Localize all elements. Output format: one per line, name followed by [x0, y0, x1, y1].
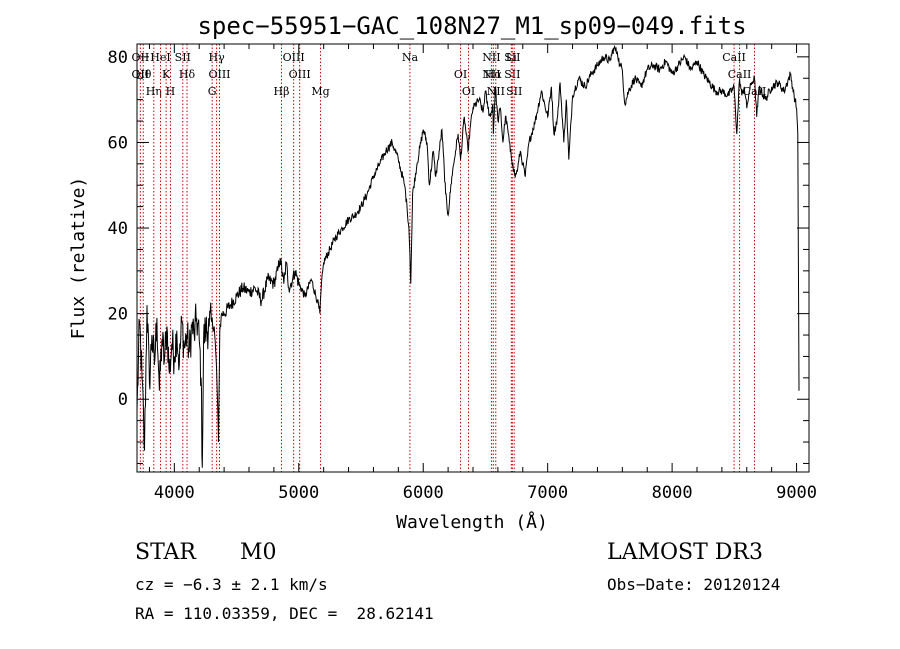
line-marker-label: Hβ — [274, 85, 290, 98]
line-marker-label: OIII — [283, 51, 305, 64]
redshift-velocity: cz = −6.3 ± 2.1 km/s — [135, 575, 328, 594]
y-tick-label: 60 — [108, 133, 128, 153]
line-marker-label: NII — [482, 51, 500, 64]
line-marker-label: CaII — [722, 51, 746, 64]
y-axis-label: Flux (relative) — [68, 177, 89, 340]
line-marker-label: K — [162, 68, 171, 81]
chart-title: spec−55951−GAC_108N27_M1_sp09−049.fits — [197, 12, 746, 40]
object-class: STAR — [135, 540, 196, 565]
y-tick-label: 80 — [108, 48, 128, 68]
line-marker-label: OII — [132, 68, 150, 81]
line-marker-label: SII — [504, 68, 520, 81]
line-marker-label: Hδ — [179, 68, 196, 81]
y-tick-label: 0 — [118, 390, 128, 410]
line-marker-label: Hη — [146, 85, 162, 98]
y-tick-label: 20 — [108, 305, 128, 325]
line-marker-label: SII — [504, 51, 520, 64]
line-markers: OIIOIIHθHηHeIKHSIIHδGHγOIIIHβOIIIOIIIMgN… — [132, 44, 766, 472]
x-tick-label: 6000 — [403, 483, 444, 503]
x-tick-label: 8000 — [652, 483, 693, 503]
line-marker-label: Mg — [311, 85, 329, 98]
line-marker-label: Li — [506, 51, 517, 64]
line-marker-label: NII — [482, 68, 500, 81]
x-tick-label: 5000 — [278, 483, 319, 503]
line-marker-label: Na — [402, 51, 419, 64]
line-marker-label: OIII — [289, 68, 311, 81]
coordinates: RA = 110.03359, DEC = 28.62141 — [135, 604, 434, 623]
x-axis: 4000 5000 6000 7000 8000 9000 — [148, 44, 817, 503]
x-tick-label: 9000 — [776, 483, 817, 503]
line-marker-label: Hγ — [209, 51, 226, 64]
line-marker-label: HeI — [150, 51, 170, 64]
survey-name: LAMOST DR3 — [607, 540, 763, 565]
x-axis-label: Wavelength (Å) — [396, 511, 548, 533]
line-marker-label: SII — [175, 51, 191, 64]
line-marker-label: Hα — [485, 68, 503, 81]
y-tick-label: 40 — [108, 219, 128, 239]
line-marker-label: CaII — [728, 68, 752, 81]
x-tick-label: 4000 — [154, 483, 195, 503]
observation-date: Obs−Date: 20120124 — [607, 575, 781, 594]
line-marker-label: SII — [506, 85, 522, 98]
line-marker-label: H — [166, 85, 176, 98]
y-axis: 0 20 40 60 80 — [108, 48, 809, 464]
x-tick-label: 7000 — [527, 483, 568, 503]
line-marker-label: OI — [454, 68, 467, 81]
line-marker-label: G — [208, 85, 217, 98]
line-marker-label: OII — [132, 51, 150, 64]
line-marker-label: OIII — [208, 68, 230, 81]
line-marker-label: OI — [462, 85, 475, 98]
line-marker-label: Hθ — [135, 68, 152, 81]
subclass: M0 — [240, 540, 277, 565]
spectrum-line — [136, 44, 800, 468]
